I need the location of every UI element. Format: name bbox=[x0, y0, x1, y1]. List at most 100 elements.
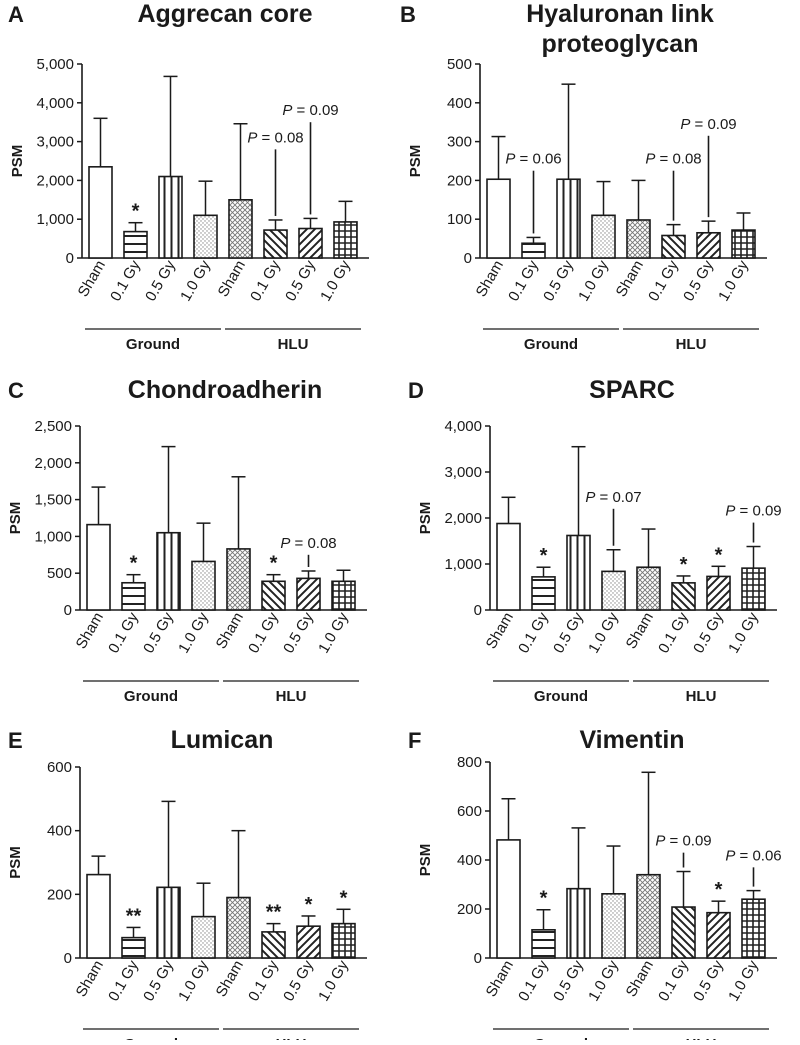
panel-e-bar-ground-0-1-gy bbox=[121, 936, 146, 959]
panel-b-x-tick-label: 0.5 Gy bbox=[680, 257, 717, 304]
panel-d-letter: D bbox=[408, 378, 424, 403]
panel-b-bar-hlu-0-5-gy bbox=[696, 231, 721, 259]
panel-f-group-label-hlu: HLU bbox=[686, 1036, 717, 1040]
panel-e-y-tick-label: 600 bbox=[47, 759, 72, 776]
panel-f-x-tick-label: 1.0 Gy bbox=[725, 957, 762, 1004]
panel-f-x-tick-label: 0.1 Gy bbox=[515, 957, 552, 1004]
panel-c-title: Chondroadherin bbox=[128, 376, 322, 404]
panel-c-group-label-hlu: HLU bbox=[276, 688, 307, 705]
panel-a-y-tick-label: 5,000 bbox=[36, 56, 74, 73]
panel-f-p-value-label: P = 0.06 bbox=[725, 847, 781, 864]
panel-c-x-tick-label: 0.5 Gy bbox=[280, 609, 317, 656]
panel-b-bar-ground-0-5-gy bbox=[556, 178, 581, 259]
panel-b-title-line-1: Hyaluronan link bbox=[526, 0, 714, 28]
panel-b-bar-hlu-sham bbox=[626, 219, 651, 259]
panel-d-group-label-ground: Ground bbox=[534, 688, 588, 705]
panel-c-bar-hlu-sham bbox=[226, 548, 251, 611]
panel-e-bar-ground-sham bbox=[86, 873, 111, 959]
panel-a-y-tick-label: 4,000 bbox=[36, 95, 74, 112]
panel-e-x-tick-label: 0.1 Gy bbox=[245, 957, 282, 1004]
panel-c-y-tick-label: 1,000 bbox=[34, 528, 72, 545]
panel-e-x-tick-label: 0.5 Gy bbox=[140, 957, 177, 1004]
panel-c-bar-ground-0-1-gy bbox=[121, 581, 146, 611]
panel-b-p-value-label: P = 0.06 bbox=[505, 151, 561, 168]
panel-c-x-tick-label: 1.0 Gy bbox=[315, 609, 352, 656]
panel-c-x-tick-label: 0.1 Gy bbox=[105, 609, 142, 656]
panel-d-p-value-label: P = 0.07 bbox=[585, 489, 641, 506]
panel-b-y-tick-label: 300 bbox=[447, 134, 472, 151]
panel-e-x-tick-label: Sham bbox=[73, 958, 107, 1000]
panel-b-group-label-hlu: HLU bbox=[676, 336, 707, 353]
panel-d-x-tick-label: 1.0 Gy bbox=[585, 609, 622, 656]
panel-d-x-tick-label: 0.1 Gy bbox=[655, 609, 692, 656]
panel-f-y-axis-label: PSM bbox=[417, 844, 434, 877]
panel-e-y-tick-label: 0 bbox=[64, 950, 72, 967]
panel-a-bar-ground-1-0-gy bbox=[193, 214, 218, 259]
panel-c-bar-hlu-1-0-gy bbox=[331, 580, 356, 611]
panel-b-letter: B bbox=[400, 2, 416, 27]
panel-f-y-tick-label: 800 bbox=[457, 754, 482, 771]
panel-b-bar-ground-sham bbox=[486, 178, 511, 259]
panel-e-x-tick-label: Sham bbox=[213, 958, 247, 1000]
panel-f-y-tick-label: 400 bbox=[457, 852, 482, 869]
panel-b-title-line-2: proteoglycan bbox=[542, 30, 699, 58]
panel-f-x-tick-label: 0.1 Gy bbox=[655, 957, 692, 1004]
panel-a-p-value-label: P = 0.09 bbox=[282, 102, 338, 119]
panel-f-bar-ground-1-0-gy bbox=[601, 893, 626, 959]
panel-c-y-tick-label: 1,500 bbox=[34, 492, 72, 509]
panel-f-x-tick-label: 0.5 Gy bbox=[550, 957, 587, 1004]
panel-f-y-tick-label: 200 bbox=[457, 901, 482, 918]
panel-c-x-tick-label: 0.5 Gy bbox=[140, 609, 177, 656]
panel-e-y-axis-label: PSM bbox=[7, 846, 24, 879]
panel-e-bar-hlu-0-1-gy bbox=[261, 931, 286, 959]
panel-c-x-tick-label: Sham bbox=[73, 610, 107, 652]
panel-c-y-tick-label: 2,000 bbox=[34, 455, 72, 472]
panel-a-x-tick-label: 0.1 Gy bbox=[247, 257, 284, 304]
panel-f-letter: F bbox=[408, 728, 421, 753]
panel-a-group-label-ground: Ground bbox=[126, 336, 180, 353]
panel-b-y-tick-label: 100 bbox=[447, 211, 472, 228]
panel-e-bar-ground-1-0-gy bbox=[191, 915, 216, 959]
panel-f-bar-ground-sham bbox=[496, 839, 521, 959]
panel-b-group-label-ground: Ground bbox=[524, 336, 578, 353]
panel-e-y-tick-label: 400 bbox=[47, 823, 72, 840]
panel-f-bar-hlu-0-5-gy bbox=[706, 911, 731, 959]
panel-e-x-tick-label: 0.5 Gy bbox=[280, 957, 317, 1004]
panel-f-bar-hlu-1-0-gy bbox=[741, 898, 766, 959]
panel-d-x-tick-label: 1.0 Gy bbox=[725, 609, 762, 656]
panel-f-bar-hlu-sham bbox=[636, 873, 661, 959]
panel-e-bar-ground-0-5-gy bbox=[156, 886, 181, 959]
panel-a-x-tick-label: Sham bbox=[75, 258, 109, 300]
panel-d-bar-hlu-0-1-gy bbox=[671, 582, 696, 611]
panel-a-x-tick-label: 0.5 Gy bbox=[142, 257, 179, 304]
panel-b-y-axis-label: PSM bbox=[407, 145, 424, 178]
panel-a-significance-marker: * bbox=[132, 201, 140, 223]
panel-d-bar-hlu-1-0-gy bbox=[741, 567, 766, 611]
panel-b-bar-ground-1-0-gy bbox=[591, 214, 616, 259]
panel-c-bar-hlu-0-5-gy bbox=[296, 577, 321, 611]
panel-d-bar-hlu-sham bbox=[636, 566, 661, 611]
panel-e-bar-hlu-0-5-gy bbox=[296, 925, 321, 959]
panel-f-bar-ground-0-5-gy bbox=[566, 887, 591, 959]
panel-d-title: SPARC bbox=[589, 376, 675, 404]
panel-d-bar-hlu-0-5-gy bbox=[706, 575, 731, 611]
panel-b-p-value-label: P = 0.08 bbox=[645, 151, 701, 168]
panel-c-y-axis-label: PSM bbox=[7, 502, 24, 535]
panel-e-group-label-ground: Ground bbox=[124, 1036, 178, 1040]
panel-f-bar-ground-0-1-gy bbox=[531, 929, 556, 959]
panel-d-x-tick-label: 0.1 Gy bbox=[515, 609, 552, 656]
panel-e-x-tick-label: 1.0 Gy bbox=[175, 957, 212, 1004]
panel-c-significance-marker: * bbox=[270, 553, 278, 575]
panel-d-significance-marker: * bbox=[540, 545, 548, 567]
panel-b-x-tick-label: Sham bbox=[473, 258, 507, 300]
panel-d-bar-ground-0-1-gy bbox=[531, 576, 556, 611]
panel-b-p-value-label: P = 0.09 bbox=[680, 116, 736, 133]
panel-f-title: Vimentin bbox=[579, 726, 684, 754]
panel-a-x-tick-label: 0.5 Gy bbox=[282, 257, 319, 304]
panel-e-significance-marker: * bbox=[305, 894, 313, 916]
panel-a-y-tick-label: 3,000 bbox=[36, 134, 74, 151]
panel-f-x-tick-label: Sham bbox=[483, 958, 517, 1000]
panel-d-y-tick-label: 1,000 bbox=[444, 556, 482, 573]
panel-e-significance-marker: * bbox=[340, 887, 348, 909]
